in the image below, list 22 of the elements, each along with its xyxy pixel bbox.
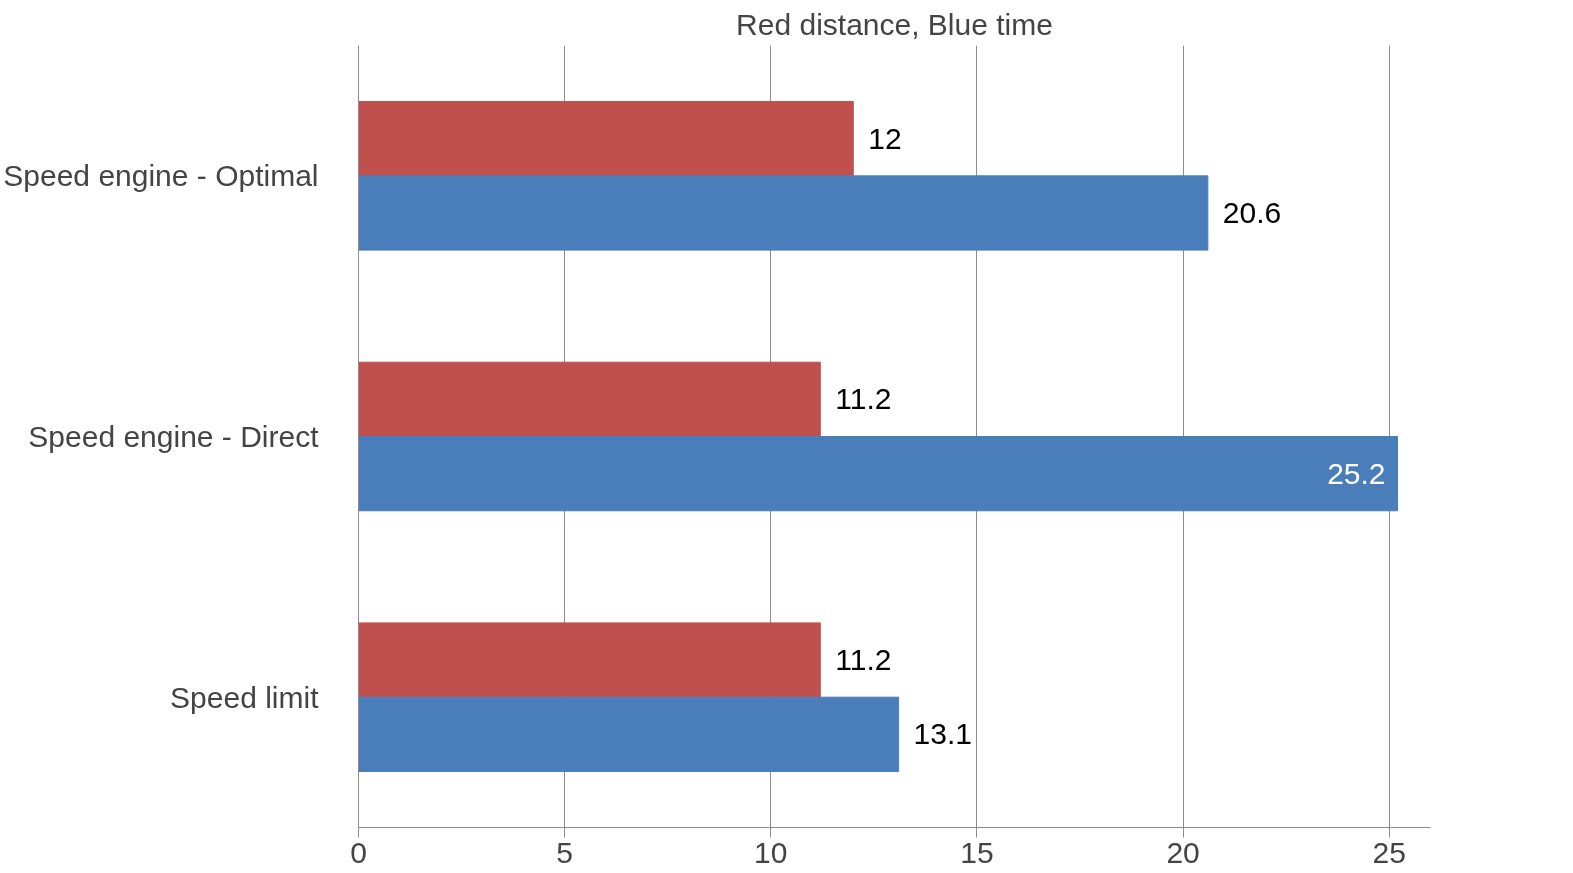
x-tick-label: 5 — [556, 835, 573, 869]
data-label: 25.2 — [1327, 456, 1386, 490]
x-tick-label: 25 — [1372, 835, 1406, 869]
data-label: 11.2 — [835, 382, 892, 416]
x-tick-label: 0 — [350, 835, 367, 869]
x-tick-label: 15 — [960, 835, 994, 869]
y-tick-label: Speed limit — [170, 680, 320, 714]
bar — [358, 361, 821, 437]
data-label: 13.1 — [913, 717, 973, 751]
data-label: 20.6 — [1222, 195, 1282, 229]
y-tick-label: Speed engine - Direct — [28, 420, 320, 453]
bar — [358, 175, 1209, 251]
y-tick-label: Speed engine - Optimal — [3, 159, 319, 193]
x-tick-label: 20 — [1166, 835, 1200, 869]
chart-title: Red distance, Blue time — [736, 7, 1053, 41]
x-tick-label: 10 — [754, 835, 788, 869]
bar — [358, 622, 821, 698]
bar — [358, 101, 854, 177]
bar — [358, 696, 900, 772]
data-label: 11.2 — [835, 643, 892, 677]
data-label: 12 — [868, 121, 902, 155]
bar — [358, 436, 1399, 512]
